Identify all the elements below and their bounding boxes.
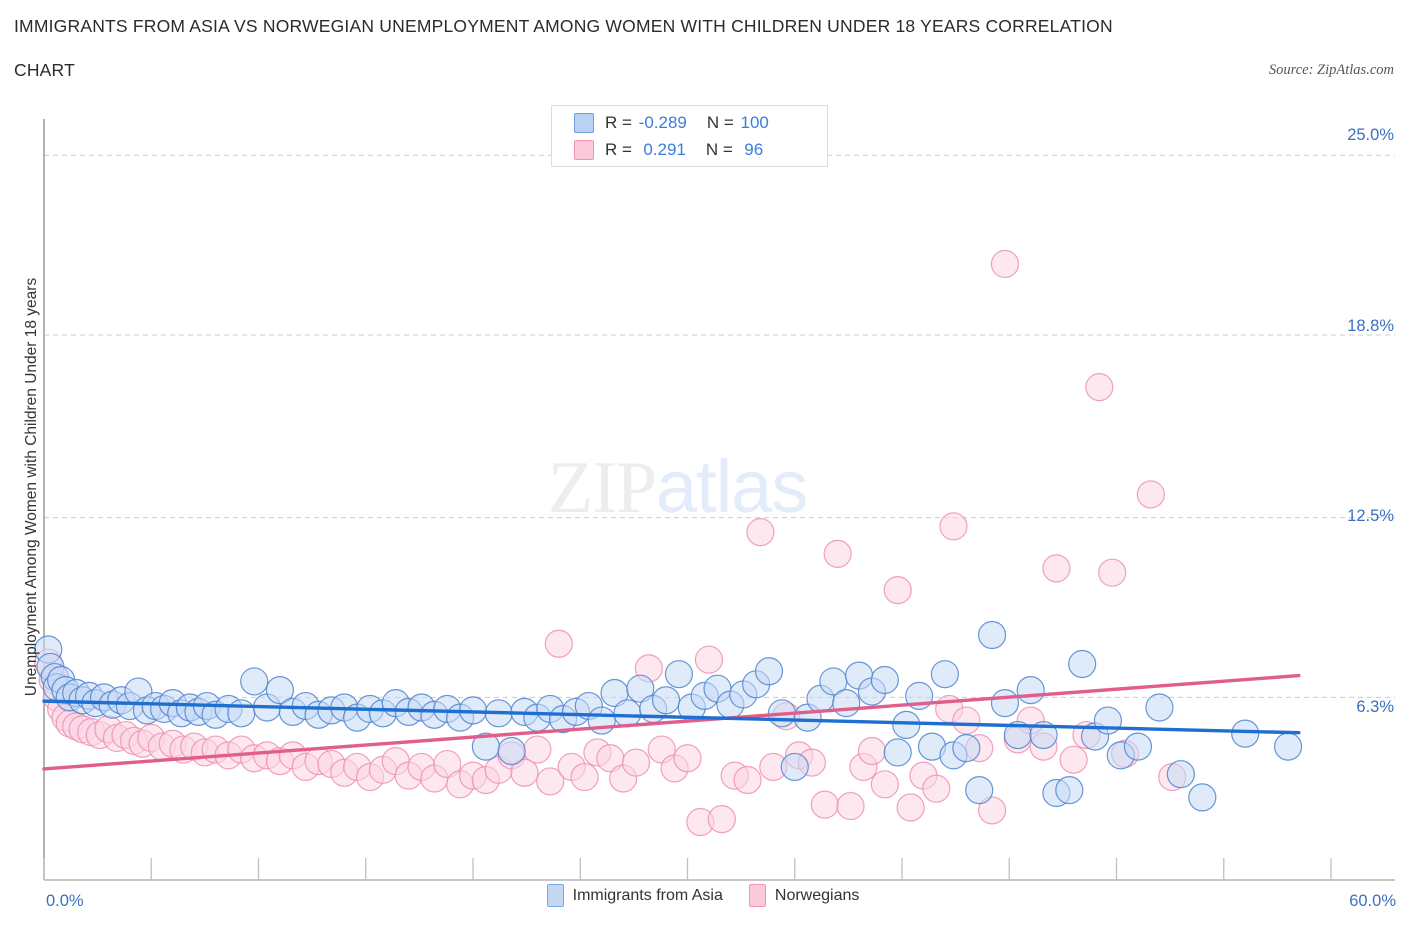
legend-n-value-pink: 96 (739, 139, 764, 159)
data-point (544, 629, 573, 658)
data-point (651, 686, 681, 715)
data-point (1098, 558, 1127, 587)
legend-swatch-pink (574, 139, 594, 160)
legend-r-value-pink: 0.291 (638, 139, 686, 159)
data-point (626, 674, 655, 703)
data-point (1123, 732, 1153, 761)
data-point (1042, 554, 1071, 583)
data-point (1231, 719, 1260, 748)
legend-n-label-pink: N = (705, 139, 738, 159)
data-point (1016, 676, 1045, 705)
legend-swatch-norwegians (748, 884, 766, 907)
legend-r-value-blue: -0.289 (638, 112, 687, 132)
data-point (1188, 783, 1217, 812)
data-point (780, 752, 809, 782)
data-point (965, 776, 994, 805)
legend-item-immigrants-from-asia[interactable]: Immigrants from Asia (546, 884, 723, 907)
data-point (977, 796, 1007, 825)
legend-n-label-blue: N = (706, 112, 739, 132)
data-point (754, 657, 784, 686)
data-point (930, 660, 960, 689)
page-title-line2: CHART (14, 59, 75, 80)
data-point (883, 575, 912, 605)
y-tick-label: 12.5% (1347, 507, 1394, 525)
legend-label-immigrants-from-asia: Immigrants from Asia (572, 886, 723, 904)
data-point (733, 765, 762, 795)
data-point (265, 676, 295, 705)
data-point (1085, 373, 1114, 402)
series-legend: Immigrants from Asia Norwegians (0, 884, 1406, 907)
legend-swatch-immigrants-from-asia (546, 884, 564, 907)
correlation-legend-row-blue: R = -0.289 N = 100 (574, 110, 827, 135)
x-tick-label-min: 0.0% (46, 892, 84, 910)
page-title-line1: IMMIGRANTS FROM ASIA VS NORWEGIAN UNEMPL… (14, 16, 1113, 36)
data-point (892, 710, 921, 740)
legend-n-value-blue: 100 (740, 112, 769, 132)
legend-item-norwegians[interactable]: Norwegians (748, 884, 860, 907)
data-point (664, 660, 694, 689)
data-point (1093, 706, 1123, 735)
correlation-legend-row-pink: R = 0.291 N = 96 (574, 137, 827, 162)
correlation-legend: R = -0.289 N = 100 R = 0.291 N = 96 (551, 105, 828, 167)
data-point (694, 645, 724, 674)
data-point (240, 667, 269, 696)
legend-r-label-blue: R = (605, 112, 637, 132)
data-point (523, 735, 552, 764)
data-point (1068, 649, 1097, 679)
data-point (939, 512, 968, 541)
data-point (977, 620, 1007, 650)
data-point (1029, 720, 1058, 750)
data-point (1059, 745, 1088, 774)
data-point (857, 736, 887, 766)
trendline-immigrants-from-asia (42, 699, 1301, 735)
legend-label-norwegians: Norwegians (774, 886, 860, 904)
data-point (227, 699, 256, 728)
legend-swatch-blue (574, 112, 594, 133)
data-point (1136, 480, 1165, 509)
legend-r-label-pink: R = (605, 139, 637, 159)
data-point (952, 706, 981, 735)
data-point (1055, 776, 1084, 805)
x-tick-label-max: 60.0% (1349, 892, 1396, 910)
data-point (922, 774, 951, 803)
data-point (570, 762, 599, 792)
trendline-norwegians (42, 673, 1301, 771)
data-point (810, 790, 839, 819)
data-point (1273, 732, 1303, 761)
data-point (836, 791, 865, 821)
data-point (952, 733, 981, 763)
data-point (510, 758, 539, 787)
data-point (497, 736, 526, 766)
data-point (673, 744, 702, 773)
data-point (870, 665, 899, 695)
data-point (990, 689, 1020, 718)
data-point (621, 748, 651, 777)
data-point (823, 539, 852, 568)
data-point (990, 249, 1020, 279)
data-point (896, 793, 925, 822)
y-tick-label: 25.0% (1347, 126, 1394, 144)
data-point (746, 518, 775, 547)
y-tick-label: 6.3% (1356, 698, 1394, 716)
data-point (1166, 760, 1195, 789)
chart-header: IMMIGRANTS FROM ASIA VS NORWEGIAN UNEMPL… (14, 16, 1244, 80)
source-label: Source: ZipAtlas.com (1268, 62, 1394, 78)
data-point (433, 749, 462, 779)
data-point (870, 770, 899, 799)
y-tick-label: 18.8% (1347, 317, 1394, 335)
data-point (536, 767, 565, 796)
data-point (1145, 693, 1174, 722)
data-point (707, 805, 736, 834)
data-point (613, 699, 642, 728)
data-point (832, 689, 861, 718)
data-point (587, 706, 616, 735)
data-point (883, 738, 912, 767)
